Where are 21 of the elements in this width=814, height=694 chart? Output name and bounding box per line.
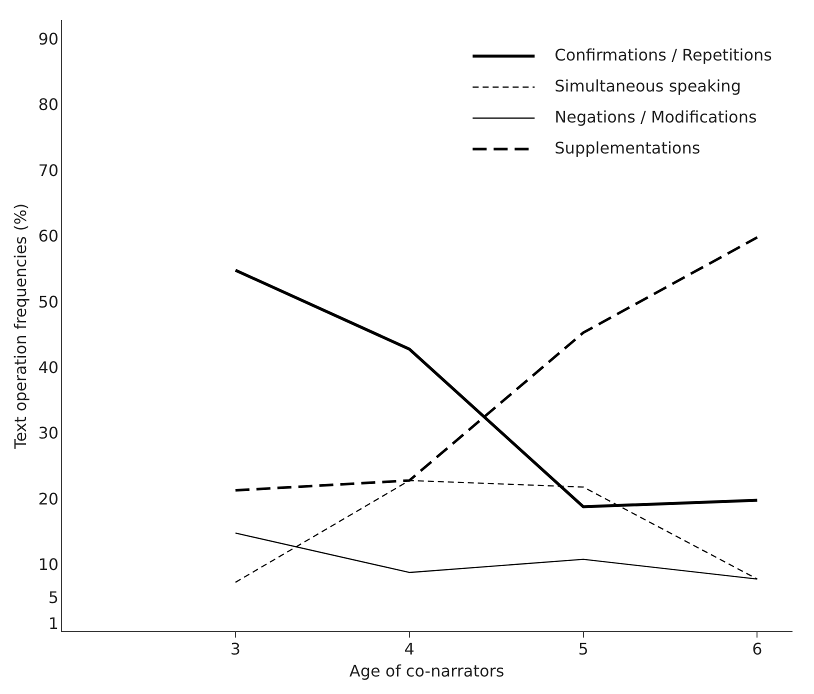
y-tick-label: 70	[38, 160, 59, 180]
x-tick-label: 5	[578, 639, 588, 658]
legend-label: Confirmations / Repetitions	[554, 45, 772, 64]
y-tick-label: 10	[38, 555, 59, 574]
legend-label: Supplementations	[554, 138, 700, 158]
x-tick-label: 4	[404, 639, 414, 658]
x-tick-label: 6	[752, 639, 762, 658]
x-axis-title: Age of co-narrators	[349, 662, 504, 681]
legend-label: Negations / Modifications	[554, 107, 757, 126]
y-tick-label: 90	[38, 29, 59, 48]
legend-label: Simultaneous speaking	[554, 76, 741, 96]
x-tick-label: 3	[230, 639, 241, 658]
y-tick-label: 60	[38, 226, 59, 246]
y-tick-label: 20	[38, 489, 59, 508]
y-tick-label: 5	[48, 588, 59, 607]
y-tick-label: 30	[38, 424, 59, 443]
y-tick-label: 40	[38, 358, 59, 377]
y-tick-label: 50	[38, 292, 59, 312]
y-tick-label: 80	[38, 95, 59, 114]
y-axis-title: Text operation frequencies (%)	[10, 203, 30, 450]
y-tick-label: 1	[48, 614, 59, 634]
